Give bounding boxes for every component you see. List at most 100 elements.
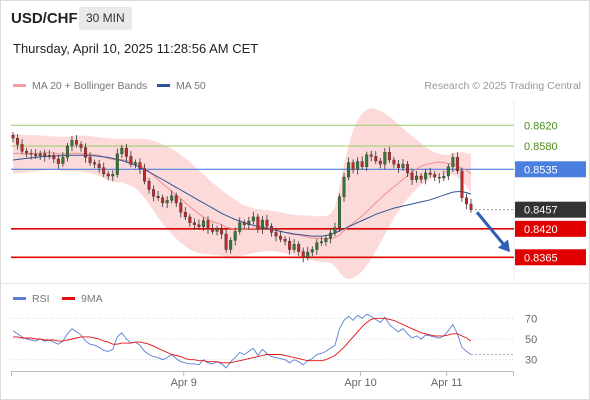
candle-body-49 — [233, 231, 237, 241]
candle-body-38 — [183, 212, 187, 218]
candle-body-7 — [43, 153, 47, 157]
credit-text: Research © 2025 Trading Central — [424, 80, 581, 92]
candle-body-25 — [124, 147, 128, 157]
candle-body-5 — [34, 154, 38, 157]
candle-body-3 — [25, 150, 29, 154]
candle-body-27 — [133, 162, 137, 165]
candle-body-71 — [333, 227, 337, 234]
candle-body-61 — [288, 241, 292, 250]
candle-body-53 — [251, 216, 255, 222]
candle-body-37 — [179, 202, 183, 213]
candle-body-45 — [215, 228, 219, 232]
x-tick-label-2: Apr 11 — [431, 377, 463, 389]
candle-body-31 — [152, 189, 156, 197]
price-panel — [0, 100, 590, 284]
candle-body-87 — [406, 163, 410, 174]
candle-body-29 — [143, 168, 147, 182]
rsi-9ma-line — [13, 317, 472, 364]
candle-body-12 — [65, 145, 69, 158]
candle-body-83 — [387, 152, 391, 161]
ma20-line — [12, 152, 472, 240]
candle-body-93 — [433, 174, 437, 178]
candle-body-88 — [410, 172, 414, 180]
candle-body-20 — [102, 167, 106, 175]
bollinger-band-fill — [13, 108, 471, 279]
level-label-0.8580: 0.8580 — [524, 141, 558, 153]
legend-9ma: 9MA — [62, 293, 103, 305]
candle-body-9 — [52, 155, 56, 160]
candle-body-58 — [274, 232, 278, 237]
candle-body-68 — [319, 241, 323, 244]
candle-body-47 — [224, 233, 228, 250]
candle-body-65 — [306, 251, 310, 258]
level-label-0.8620: 0.8620 — [524, 120, 558, 132]
legend-ma20-label: MA 20 + Bollinger Bands — [32, 80, 148, 92]
candle-body-92 — [428, 172, 432, 175]
candle-body-90 — [419, 175, 423, 180]
candle-body-24 — [120, 147, 124, 154]
candle-body-52 — [247, 220, 251, 225]
candle-body-70 — [328, 232, 332, 239]
candle-body-15 — [79, 144, 83, 148]
candle-body-101 — [469, 203, 473, 210]
candle-body-44 — [211, 228, 215, 232]
legend-ma20: MA 20 + Bollinger Bands — [13, 80, 147, 92]
candle-body-56 — [265, 219, 269, 227]
candle-body-32 — [156, 196, 160, 198]
candle-body-28 — [138, 162, 142, 169]
candle-body-19 — [97, 163, 101, 168]
candle-body-76 — [356, 161, 360, 170]
candle-body-75 — [351, 162, 355, 170]
candle-body-100 — [464, 197, 468, 205]
candle-body-21 — [106, 173, 110, 177]
candle-body-62 — [292, 244, 296, 250]
candle-body-23 — [115, 153, 119, 175]
rsi-tick-30: 30 — [525, 355, 537, 367]
candle-body-73 — [342, 176, 346, 197]
legend-ma20-swatch — [13, 83, 26, 87]
level-label-0.8457: 0.8457 — [524, 205, 558, 217]
candle-body-51 — [242, 222, 246, 225]
candle-body-8 — [47, 155, 51, 157]
candle-body-94 — [437, 176, 441, 179]
legend-9ma-label: 9MA — [81, 293, 103, 305]
candle-body-98 — [455, 157, 459, 172]
moving-averages — [12, 152, 472, 240]
rsi-panel: 70 50 30 — [11, 313, 537, 369]
legend-ma50-swatch — [157, 83, 170, 87]
candle-body-35 — [170, 195, 174, 201]
level-label-0.8420: 0.8420 — [524, 224, 558, 236]
candle-body-22 — [111, 174, 115, 177]
candle-body-48 — [229, 240, 233, 250]
candle-body-0 — [11, 134, 15, 139]
candle-body-99 — [460, 170, 464, 198]
candle-body-85 — [396, 163, 400, 168]
rsi-tick-50: 50 — [525, 334, 537, 346]
candle-body-66 — [310, 249, 314, 253]
candle-body-67 — [315, 242, 319, 250]
bollinger-band — [13, 108, 471, 279]
x-tick-label-0: Apr 9 — [171, 377, 197, 389]
level-box-0.8457 — [515, 201, 586, 218]
candle-body-78 — [365, 154, 369, 167]
legend-rsi-swatch — [13, 296, 26, 300]
candle-body-11 — [61, 157, 65, 164]
legend-9ma-swatch — [62, 296, 75, 300]
legend-rsi: RSI — [13, 293, 50, 305]
candle-body-54 — [256, 216, 260, 230]
candle-body-36 — [174, 195, 178, 204]
timestamp: Thursday, April 10, 2025 11:28:56 AM CET — [13, 41, 259, 56]
candle-body-91 — [424, 172, 428, 180]
level-box-0.8535 — [515, 161, 586, 178]
candle-body-6 — [38, 153, 42, 157]
candle-body-81 — [378, 160, 382, 165]
timeframe-badge[interactable]: 30 MIN — [79, 7, 132, 30]
candles — [11, 132, 473, 263]
candle-body-40 — [192, 222, 196, 225]
symbol-title: USD/CHF — [11, 10, 78, 27]
candle-body-33 — [161, 197, 165, 204]
level-box-0.8420 — [515, 220, 586, 237]
candle-body-34 — [165, 200, 169, 204]
candle-body-60 — [283, 238, 287, 242]
candle-body-18 — [93, 162, 97, 165]
